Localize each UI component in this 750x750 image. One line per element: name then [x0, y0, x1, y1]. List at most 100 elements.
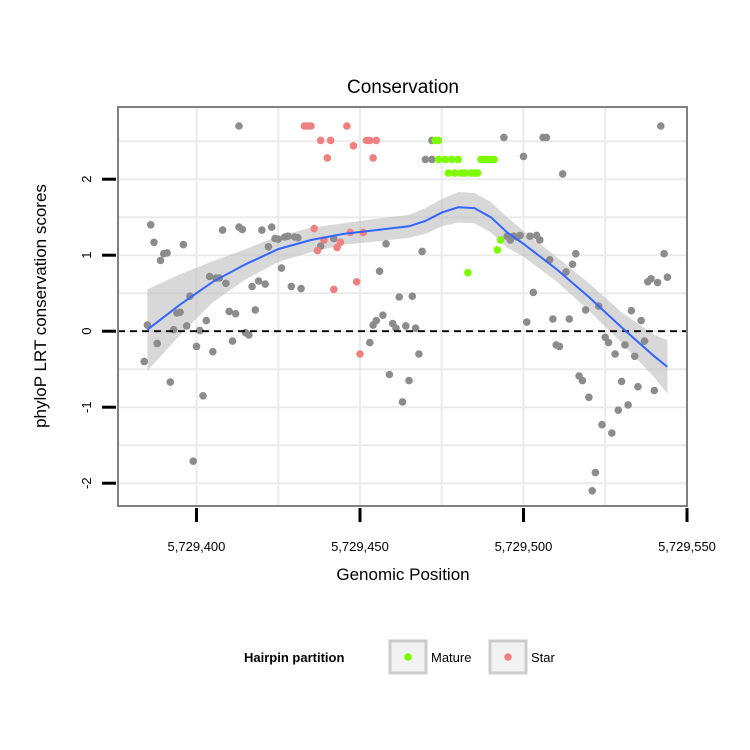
point-other: [140, 357, 148, 366]
point-other: [627, 306, 636, 315]
point-mature: [454, 155, 462, 164]
point-other: [297, 284, 305, 293]
point-other: [182, 322, 191, 330]
point-other: [228, 337, 237, 345]
point-other: [578, 376, 587, 385]
point-other: [408, 292, 417, 301]
point-other: [555, 342, 564, 351]
point-other: [382, 240, 390, 248]
x-tick-label: 5,729,400: [168, 539, 226, 554]
point-other: [519, 152, 528, 161]
point-mature: [496, 236, 505, 244]
point-other: [166, 378, 175, 386]
point-other: [402, 322, 410, 330]
point-other: [657, 122, 665, 130]
point-other: [192, 342, 201, 351]
point-other: [549, 315, 557, 323]
point-other: [598, 420, 606, 429]
point-other: [392, 324, 400, 333]
point-other: [395, 293, 404, 301]
x-tick-label: 5,729,450: [331, 539, 389, 554]
point-other: [415, 350, 423, 358]
point-star: [372, 136, 381, 145]
point-other: [637, 316, 645, 325]
point-other: [624, 401, 632, 409]
legend-key-mature: [404, 653, 412, 661]
point-other: [614, 406, 623, 415]
point-other: [153, 339, 161, 348]
y-tick-label: 1: [79, 252, 94, 259]
point-other: [156, 256, 165, 265]
point-other: [565, 315, 574, 323]
smooth-line: [146, 206, 669, 368]
panel-border: [117, 106, 688, 507]
point-other: [411, 324, 420, 333]
legend-title: Hairpin partition: [244, 650, 344, 665]
point-star: [369, 154, 377, 162]
point-other: [523, 318, 531, 326]
point-mature: [473, 169, 482, 177]
point-other: [568, 260, 577, 269]
point-other: [225, 307, 233, 316]
point-star: [310, 224, 319, 233]
point-other: [604, 338, 613, 347]
point-other: [146, 221, 155, 229]
point-other: [222, 279, 230, 288]
point-other: [526, 232, 534, 240]
point-other: [585, 393, 593, 402]
point-star: [336, 238, 345, 247]
point-other: [231, 309, 240, 318]
x-tick-label: 5,729,550: [658, 539, 716, 554]
point-other: [267, 223, 276, 231]
point-other: [245, 331, 253, 339]
legend: Hairpin partition Mature Star: [244, 639, 556, 675]
point-star: [307, 122, 315, 130]
point-other: [640, 337, 649, 345]
point-star: [313, 246, 322, 255]
point-other: [179, 240, 188, 249]
point-other: [277, 264, 286, 272]
legend-label-star: Star: [531, 650, 556, 665]
point-other: [209, 347, 217, 356]
point-other: [202, 316, 211, 325]
point-star: [349, 142, 358, 150]
point-other: [251, 306, 260, 314]
point-other: [418, 247, 426, 256]
point-other: [562, 268, 570, 276]
point-other: [235, 122, 243, 130]
point-other: [630, 352, 639, 361]
point-mature: [451, 169, 459, 177]
point-mature: [493, 246, 502, 254]
point-other: [617, 377, 626, 386]
legend-key-star-box: [488, 639, 528, 675]
point-other: [264, 243, 273, 251]
legend-label-mature: Mature: [431, 650, 471, 665]
y-axis: -2 -1 0 1 2: [79, 176, 116, 489]
x-axis-label: Genomic Position: [336, 565, 469, 584]
point-other: [634, 382, 642, 391]
point-other: [238, 225, 247, 234]
point-other: [379, 311, 387, 320]
point-other: [258, 226, 266, 234]
point-other: [248, 282, 256, 291]
point-other: [218, 226, 227, 234]
point-mature: [464, 268, 472, 277]
point-mature: [444, 169, 453, 177]
point-other: [558, 170, 567, 178]
point-star: [326, 136, 335, 145]
point-other: [196, 326, 204, 335]
point-other: [650, 386, 659, 395]
point-other: [274, 235, 283, 243]
point-other: [205, 272, 214, 281]
point-other: [428, 155, 436, 164]
point-mature: [460, 169, 469, 177]
point-star: [366, 136, 374, 145]
point-other: [375, 267, 384, 276]
point-mature: [490, 155, 498, 164]
chart-title: Conservation: [347, 77, 459, 98]
point-other: [500, 133, 508, 142]
point-mature: [441, 155, 449, 164]
point-other: [405, 376, 413, 385]
point-star: [330, 285, 338, 294]
point-other: [542, 133, 551, 142]
